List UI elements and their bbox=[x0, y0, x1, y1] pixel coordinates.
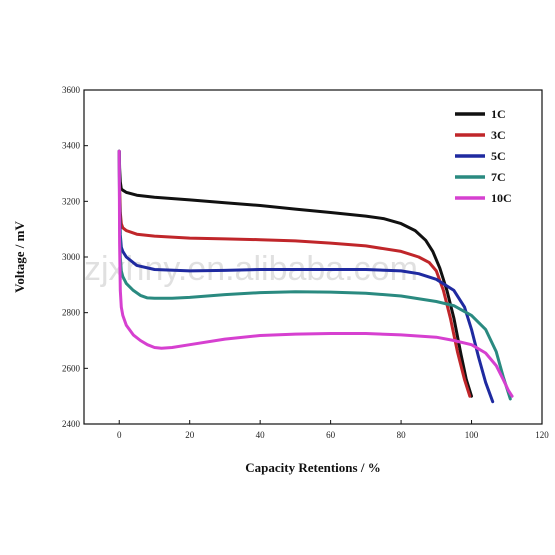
x-tick-label: 40 bbox=[256, 430, 266, 440]
y-tick-label: 2600 bbox=[62, 363, 81, 373]
legend-label-3C: 3C bbox=[491, 128, 506, 142]
x-axis-title: Capacity Retentions / % bbox=[245, 460, 380, 475]
y-tick-label: 3200 bbox=[62, 196, 81, 206]
x-tick-label: 0 bbox=[117, 430, 122, 440]
x-tick-label: 60 bbox=[326, 430, 336, 440]
y-tick-label: 2800 bbox=[62, 308, 81, 318]
series-lines bbox=[117, 149, 514, 404]
series-line-7C bbox=[117, 149, 512, 401]
legend-label-7C: 7C bbox=[491, 170, 506, 184]
legend-label-1C: 1C bbox=[491, 107, 506, 121]
x-tick-label: 100 bbox=[465, 430, 479, 440]
y-axis-title: Voltage / mV bbox=[12, 221, 27, 293]
series-line-3C bbox=[117, 149, 472, 398]
y-tick-label: 3000 bbox=[62, 252, 81, 262]
x-tick-label: 80 bbox=[397, 430, 407, 440]
y-tick-label: 2400 bbox=[62, 419, 81, 429]
legend-label-5C: 5C bbox=[491, 149, 506, 163]
y-tick-label: 3400 bbox=[62, 141, 81, 151]
x-tick-label: 120 bbox=[535, 430, 549, 440]
x-tick-label: 20 bbox=[185, 430, 195, 440]
legend: 1C 3C 5C 7C 10C bbox=[455, 107, 512, 205]
axis-ticks: 0 20 40 60 80 100 120 2400 2600 2800 3000 3200 3400 3… bbox=[62, 85, 549, 440]
series-line-1C bbox=[117, 149, 473, 398]
legend-label-10C: 10C bbox=[491, 191, 512, 205]
y-tick-label: 3600 bbox=[62, 85, 81, 95]
series-line-10C bbox=[117, 149, 514, 398]
